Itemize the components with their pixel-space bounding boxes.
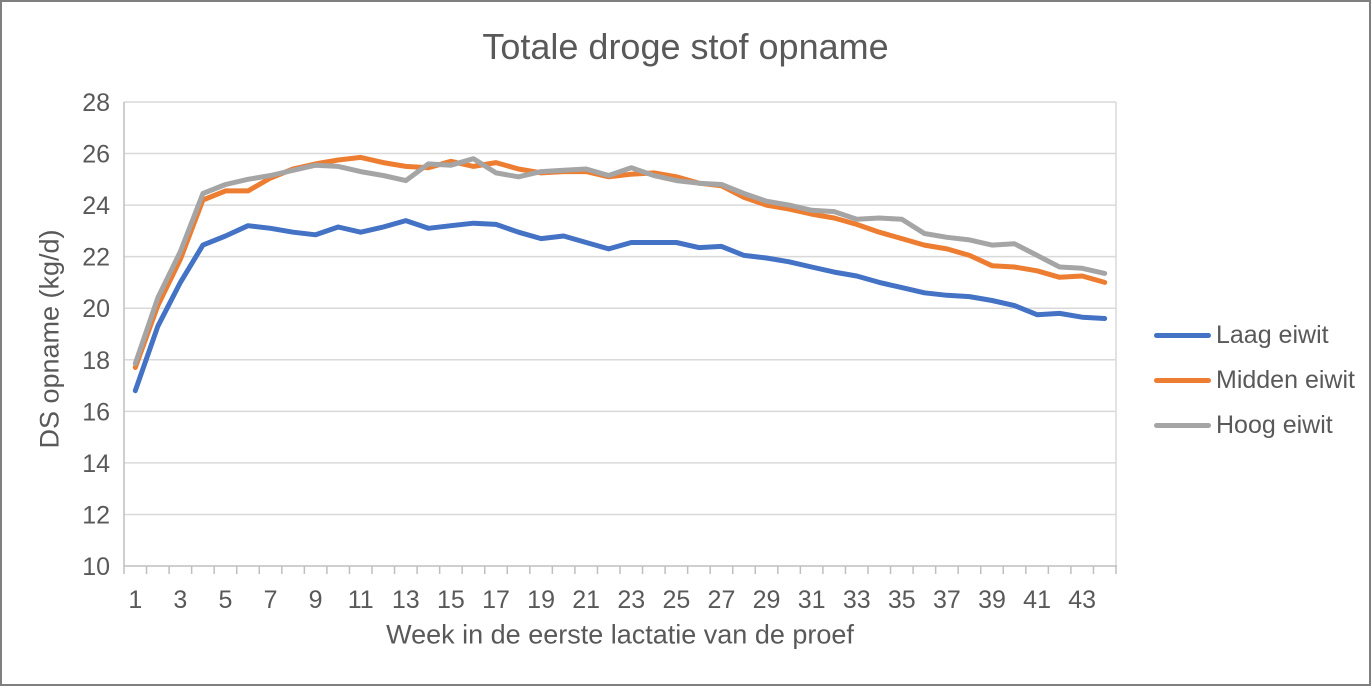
y-tick-label: 10	[82, 553, 110, 581]
y-tick-label: 26	[82, 141, 110, 169]
legend: Laag eiwit Midden eiwit Hoog eiwit	[1154, 313, 1355, 448]
x-tick-label: 3	[173, 586, 187, 614]
y-tick-label: 28	[82, 89, 110, 117]
y-tick-label: 20	[82, 295, 110, 323]
legend-item-laag-eiwit: Laag eiwit	[1154, 313, 1355, 358]
legend-label-hoog-eiwit: Hoog eiwit	[1216, 411, 1333, 439]
x-tick-label: 43	[1068, 586, 1096, 614]
legend-swatch-midden-eiwit	[1154, 378, 1211, 383]
series-line-laag-eiwit	[132, 218, 1108, 394]
x-tick-label: 25	[662, 586, 690, 614]
x-tick-label: 29	[753, 586, 781, 614]
y-tick-label: 16	[82, 398, 110, 426]
x-tick-label: 5	[219, 586, 233, 614]
series-line-midden-eiwit	[132, 154, 1108, 370]
y-tick-label: 12	[82, 501, 110, 529]
x-axis-title: Week in de eerste lactatie van de proef	[386, 619, 854, 650]
series-line-hoog-eiwit	[132, 156, 1108, 367]
legend-label-laag-eiwit: Laag eiwit	[1216, 321, 1329, 349]
x-tick-label: 17	[482, 586, 510, 614]
y-tick-label: 14	[82, 450, 110, 478]
x-tick-label: 19	[527, 586, 555, 614]
y-tick-label: 18	[82, 347, 110, 375]
legend-swatch-laag-eiwit	[1154, 333, 1211, 338]
x-tick-label: 37	[933, 586, 961, 614]
x-tick-label: 7	[264, 586, 278, 614]
chart-title: Totale droge stof opname	[482, 26, 889, 67]
x-tick-label: 13	[392, 586, 420, 614]
y-tick-label: 24	[82, 192, 110, 220]
x-tick-label: 31	[798, 586, 826, 614]
x-tick-label: 33	[843, 586, 871, 614]
x-tick-label: 15	[437, 586, 465, 614]
x-tick-label: 21	[572, 586, 600, 614]
x-tick-label: 41	[1023, 586, 1051, 614]
x-tick-label: 27	[708, 586, 736, 614]
x-tick-label: 9	[309, 586, 323, 614]
x-tick-label: 23	[617, 586, 645, 614]
x-tick-label: 35	[888, 586, 916, 614]
x-tick-label: 11	[348, 586, 374, 614]
x-tick-label: 1	[128, 586, 142, 614]
legend-item-hoog-eiwit: Hoog eiwit	[1154, 403, 1355, 448]
x-tick-label: 39	[978, 586, 1006, 614]
legend-label-midden-eiwit: Midden eiwit	[1216, 366, 1355, 394]
y-tick-label: 22	[82, 244, 110, 272]
legend-swatch-hoog-eiwit	[1154, 423, 1211, 428]
legend-item-midden-eiwit: Midden eiwit	[1154, 358, 1355, 403]
